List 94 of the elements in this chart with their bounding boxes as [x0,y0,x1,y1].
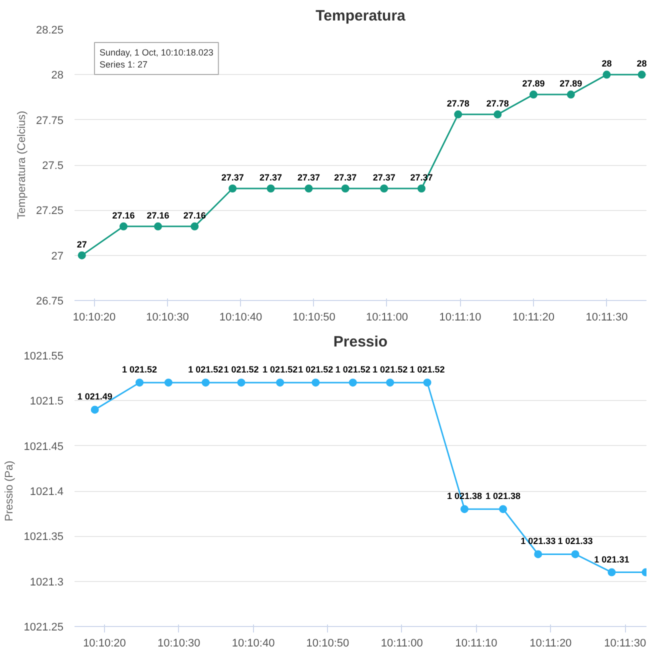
x-tick-label: 10:11:20 [512,312,554,324]
y-tick-label: 28 [51,70,64,82]
y-tick-label: 26.75 [36,296,64,308]
point [237,378,246,387]
point [571,550,580,558]
data-label: 27.16 [183,210,206,220]
x-tick-label: 10:11:00 [380,638,423,650]
point [494,110,502,118]
point [312,378,320,387]
x-tick-label: 10:11:10 [439,312,482,324]
point [423,378,432,387]
point [266,184,275,192]
annotation: Sunday, 1 Oct, 10:10:18.023 Series 1: 27 [100,48,214,70]
point [566,90,575,99]
data-label: 1 021.52 [335,364,370,375]
y-tick-label: 1021.55 [24,350,64,362]
data-label: 1 021.49 [77,392,112,402]
y-tick-label: 27.25 [36,205,64,218]
y-tick-label: 1021.35 [24,531,64,544]
data-label: 27.37 [334,172,357,182]
data-label: 27.37 [221,172,244,182]
x-tick-label: 10:10:40 [219,312,262,324]
point [136,378,144,387]
data-label: 1 021.52 [298,364,334,375]
point [202,378,210,387]
x-tick-label: 10:11:30 [586,312,628,324]
point [90,406,99,414]
y-tick-label: 1021.25 [24,622,64,634]
x-tick-label: 10:10:50 [292,312,336,324]
data-label: 27.37 [372,172,396,182]
data-label: 27.89 [560,78,582,89]
point [164,378,172,387]
data-label: 1 021.52 [410,364,445,375]
x-tick-label: 10:10:30 [146,312,189,324]
point [380,184,388,192]
point [276,378,284,387]
y-tick-label: 28.25 [36,24,64,36]
point [348,378,357,387]
data-label: 27.37 [260,172,282,182]
y-tick-label: 27.75 [36,114,64,127]
point [304,184,313,192]
point [454,110,462,118]
x-tick-label: 10:10:30 [157,638,200,650]
y-tick-label: 27 [51,250,64,262]
data-label: 27.16 [146,210,170,220]
point [602,70,611,79]
point [228,184,237,192]
point [341,184,350,192]
point [78,251,86,260]
data-label: 27.37 [297,172,320,182]
point [120,222,128,230]
x-tick-label: 10:10:20 [72,312,116,324]
data-label: 1 021.33 [520,536,556,546]
point [638,70,646,79]
point [386,378,394,387]
y-tick-label: 27.5 [42,160,64,172]
point [417,184,426,192]
data-label: 1 021.52 [188,364,224,375]
chart-title: Pressio [333,334,388,350]
data-label: 1 021.52 [262,364,298,375]
data-label: 1 021.33 [558,536,593,546]
data-label: 27.89 [522,78,545,89]
data-label: 1 021.52 [372,364,408,375]
x-tick-label: 10:10:50 [306,638,350,650]
x-tick-label: 10:10:20 [83,638,126,650]
x-tick-label: 10:11:30 [604,638,646,650]
x-tick-label: 10:11:20 [530,638,572,650]
data-label: 1 021.52 [122,364,158,375]
y-axis-title: Temperatura (Celcius) [16,110,28,220]
data-label: 1 021.38 [486,491,521,502]
y-tick-label: 1021.5 [30,396,64,408]
y-tick-label: 1021.45 [24,440,64,453]
data-label: 28 [602,58,612,69]
data-label: 27.78 [446,98,470,108]
point [190,222,199,230]
point [534,550,542,558]
data-label: 27.16 [112,210,135,220]
y-tick-label: 1021.3 [30,576,64,588]
point [460,505,468,514]
y-axis-title: Pressio (Pa) [4,460,16,522]
data-label: 28 [636,58,647,69]
x-tick-label: 10:10:40 [232,638,275,650]
point [499,505,508,514]
y-tick-label: 1021.4 [30,486,64,498]
data-label: 1 021.31 [594,554,630,564]
data-label: 27.78 [486,98,509,108]
x-tick-label: 10:11:10 [455,638,498,650]
data-label: 1 021.52 [224,364,259,375]
x-tick-label: 10:11:00 [366,312,408,324]
point [608,568,616,576]
point [154,222,162,230]
data-label: 27 [76,239,87,250]
point [529,90,538,99]
chart-title: Temperatura [316,8,406,24]
